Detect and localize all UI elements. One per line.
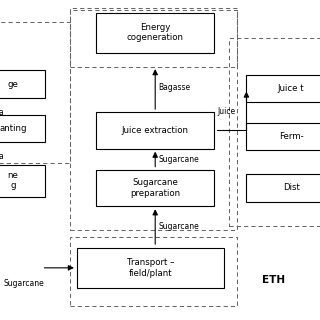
Bar [70,8,237,67]
Text: Sugarcane
preparation: Sugarcane preparation [130,178,180,198]
Text: ETH: ETH [262,275,285,285]
Bar [0,70,45,98]
Bar [246,123,320,150]
Bar [0,22,70,163]
Text: Juice: Juice [217,108,235,116]
Bar [246,75,320,102]
Bar [70,10,237,230]
Text: Juice extraction: Juice extraction [122,126,189,135]
Text: anting: anting [0,124,27,133]
Text: Bagasse: Bagasse [158,83,190,92]
Text: Juice t: Juice t [278,84,305,93]
Text: ge: ge [7,79,18,89]
Bar [96,112,214,149]
Text: Transport –
field/plant: Transport – field/plant [127,258,174,278]
Bar [0,165,45,197]
Text: Sugarcane: Sugarcane [3,279,44,288]
Bar [96,13,214,53]
Text: Ferm-: Ferm- [279,132,304,141]
Bar [77,248,224,288]
Text: Area: Area [0,108,5,117]
Bar [0,115,45,142]
Bar [246,174,320,202]
Text: ne
g: ne g [7,171,18,190]
Text: Sugarcane: Sugarcane [158,155,199,164]
Text: Energy
cogeneration: Energy cogeneration [127,23,184,43]
Bar [229,38,320,226]
Text: Sugarcane: Sugarcane [158,222,199,231]
Text: Dist: Dist [283,183,300,193]
Text: Area: Area [0,152,5,161]
Bar [96,170,214,206]
Bar [70,237,237,306]
